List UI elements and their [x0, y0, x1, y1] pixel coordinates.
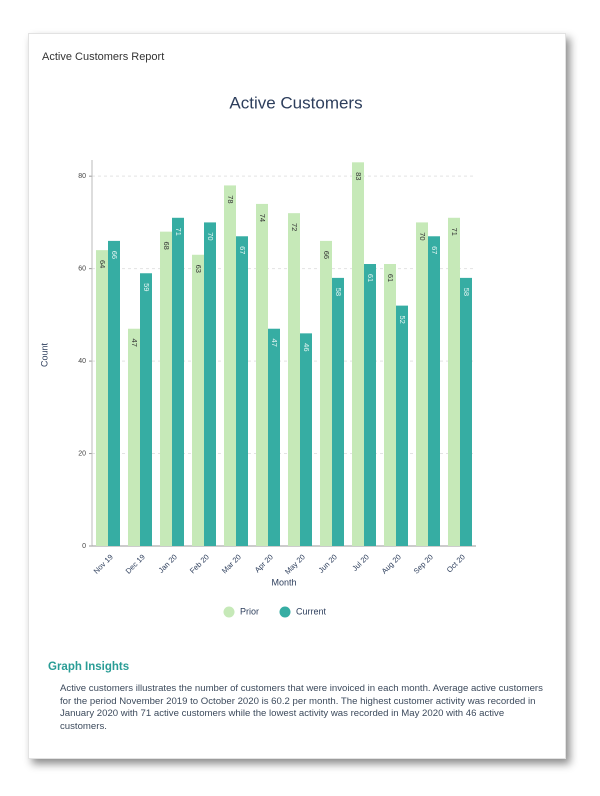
x-tick-label: Feb 20: [188, 552, 211, 575]
value-label: 67: [238, 246, 247, 254]
value-label: 61: [386, 274, 395, 282]
bar: [224, 185, 236, 546]
bar: [236, 236, 248, 546]
bar: [396, 305, 408, 546]
x-tick-label: Mar 20: [220, 552, 243, 575]
value-label: 70: [418, 232, 427, 240]
bar: [172, 217, 184, 546]
value-label: 72: [290, 223, 299, 231]
y-tick-label: 0: [82, 543, 86, 550]
bar: [320, 240, 332, 547]
y-tick-label: 40: [78, 358, 86, 365]
legend-label: Prior: [240, 606, 259, 616]
bar: [288, 213, 300, 546]
bar: [256, 203, 268, 546]
bar: [96, 250, 108, 546]
bar: [332, 277, 344, 546]
bar: [428, 236, 440, 546]
bar: [268, 328, 280, 546]
bar: [140, 273, 152, 546]
value-label: 61: [366, 274, 375, 282]
legend-swatch: [223, 606, 235, 618]
x-tick-label: Apr 20: [253, 552, 275, 574]
x-axis-label: Month: [271, 577, 296, 587]
insights-text: Active customers illustrates the number …: [60, 683, 543, 732]
bar: [192, 254, 204, 546]
bar: [352, 162, 364, 546]
value-label: 67: [430, 246, 439, 254]
bar: [108, 240, 120, 547]
bar: [204, 222, 216, 547]
x-tick-label: Jan 20: [157, 552, 179, 574]
value-label: 70: [206, 232, 215, 240]
report-title: Active Customers Report: [42, 51, 165, 63]
y-tick-label: 60: [78, 265, 86, 272]
value-label: 46: [302, 343, 311, 351]
x-tick-label: Jun 20: [317, 552, 339, 574]
legend-swatch: [279, 606, 291, 618]
y-tick-label: 80: [78, 173, 86, 180]
x-tick-label: Dec 19: [124, 552, 147, 575]
value-label: 59: [142, 283, 151, 291]
y-axis-label: Count: [39, 343, 49, 368]
x-tick-label: Oct 20: [445, 552, 467, 574]
value-label: 78: [226, 195, 235, 203]
value-label: 66: [110, 251, 119, 259]
x-tick-label: Sep 20: [412, 552, 435, 575]
value-label: 83: [354, 172, 363, 180]
bar: [364, 264, 376, 546]
value-label: 58: [334, 288, 343, 296]
value-label: 71: [174, 228, 183, 236]
x-tick-label: Aug 20: [380, 552, 403, 575]
value-label: 64: [98, 260, 107, 268]
legend-label: Current: [296, 606, 327, 616]
value-label: 52: [398, 315, 407, 323]
bar: [416, 222, 428, 547]
value-label: 74: [258, 214, 267, 222]
bar: [460, 277, 472, 546]
chart-title: Active Customers: [229, 93, 362, 112]
y-tick-label: 20: [78, 450, 86, 457]
x-tick-label: May 20: [283, 552, 307, 576]
value-label: 58: [462, 288, 471, 296]
bar: [300, 333, 312, 546]
value-label: 47: [130, 339, 139, 347]
value-label: 63: [194, 265, 203, 273]
x-tick-label: Nov 19: [92, 552, 115, 575]
bar: [448, 217, 460, 546]
bar: [160, 231, 172, 546]
x-tick-label: Jul 20: [350, 552, 371, 573]
value-label: 71: [450, 228, 459, 236]
bar: [384, 264, 396, 546]
value-label: 47: [270, 339, 279, 347]
value-label: 66: [322, 251, 331, 259]
value-label: 68: [162, 241, 171, 249]
bar: [128, 328, 140, 546]
insights-title: Graph Insights: [48, 661, 130, 673]
